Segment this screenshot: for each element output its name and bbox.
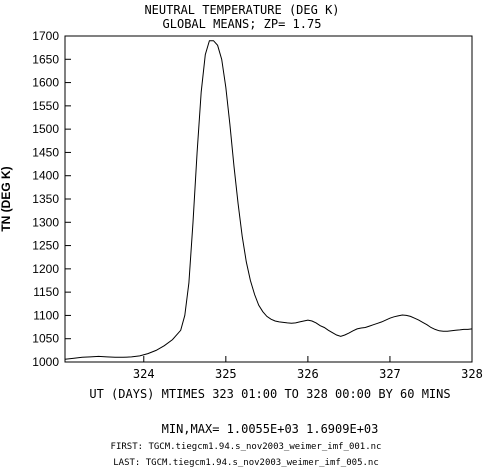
y-tick-label: 1000 xyxy=(32,355,59,369)
y-tick-label: 1300 xyxy=(32,215,59,229)
x-tick-label: 327 xyxy=(379,367,401,381)
series-line xyxy=(64,40,473,360)
minmax-text: MIN,MAX= 1.0055E+03 1.6909E+03 xyxy=(162,422,379,436)
last-file-text: LAST: TGCM.tiegcm1.94.s_nov2003_weimer_i… xyxy=(113,458,379,468)
x-tick-label: 325 xyxy=(215,367,237,381)
first-file-text: FIRST: TGCM.tiegcm1.94.s_nov2003_weimer_… xyxy=(111,442,382,452)
y-tick-label: 1700 xyxy=(32,29,59,43)
x-tick-label: 328 xyxy=(461,367,483,381)
y-tick-label: 1550 xyxy=(32,99,59,113)
y-tick-label: 1400 xyxy=(32,169,59,183)
y-tick-label: 1150 xyxy=(33,285,59,299)
y-axis-label: TN (DEG K) xyxy=(0,166,13,231)
x-axis-label: UT (DAYS) MTIMES 323 01:00 TO 328 00:00 … xyxy=(89,387,450,401)
y-tick-label: 1100 xyxy=(33,308,59,322)
y-tick-label: 1200 xyxy=(32,262,59,276)
plot-frame xyxy=(64,35,473,363)
y-tick-label: 1250 xyxy=(32,239,59,253)
y-tick-label: 1450 xyxy=(32,145,59,159)
chart-subtitle: GLOBAL MEANS; ZP= 1.75 xyxy=(163,17,322,31)
y-tick-label: 1050 xyxy=(32,332,59,346)
x-tick-label: 324 xyxy=(133,367,155,381)
x-axis: 324 325 326 327 328 xyxy=(133,356,483,381)
y-tick-label: 1350 xyxy=(32,192,59,206)
chart-title: NEUTRAL TEMPERATURE (DEG K) xyxy=(144,3,339,17)
x-tick-label: 326 xyxy=(297,367,319,381)
y-tick-label: 1500 xyxy=(32,122,59,136)
y-axis: 1000 1050 1100 1150 1200 1250 1300 1350 1400 1450… xyxy=(32,29,71,369)
y-tick-label: 1600 xyxy=(32,76,59,90)
y-tick-label: 1650 xyxy=(32,52,59,66)
